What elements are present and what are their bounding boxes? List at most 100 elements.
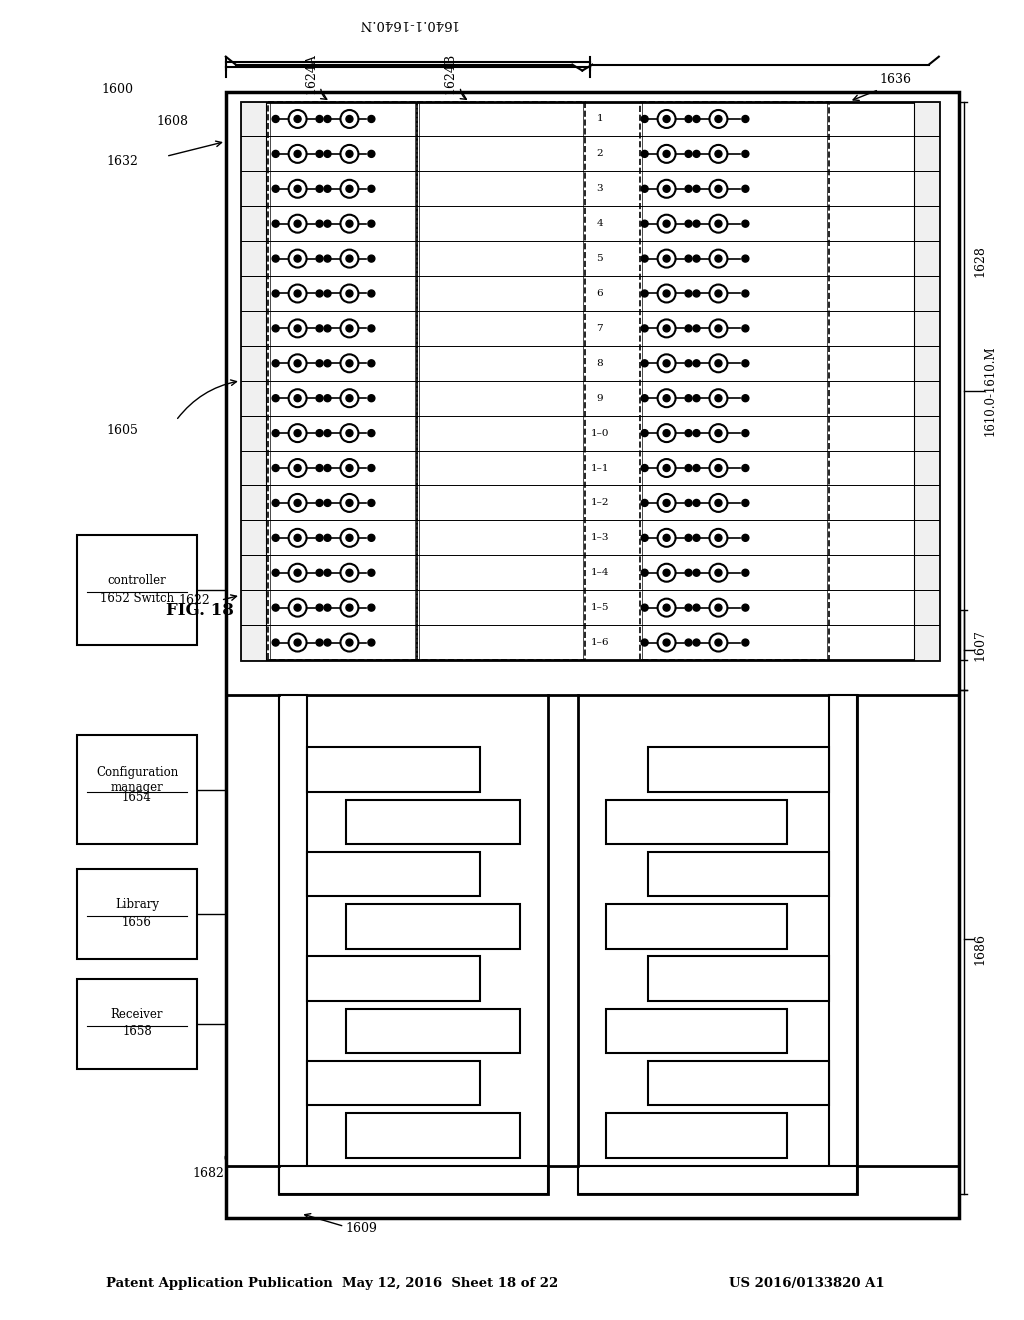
Circle shape — [685, 115, 692, 123]
Bar — [913, 312, 939, 346]
Circle shape — [664, 360, 670, 367]
Text: Configuration
manager: Configuration manager — [96, 766, 178, 793]
Text: 1–3: 1–3 — [591, 533, 609, 543]
Circle shape — [272, 499, 280, 507]
Text: 1624A: 1624A — [304, 53, 317, 94]
Circle shape — [368, 255, 375, 263]
Circle shape — [294, 360, 301, 367]
Circle shape — [741, 535, 749, 541]
Circle shape — [316, 535, 323, 541]
Circle shape — [657, 249, 676, 268]
Circle shape — [664, 429, 670, 437]
Circle shape — [316, 255, 323, 263]
Bar — [829, 694, 857, 1193]
Text: 1605: 1605 — [106, 424, 138, 437]
Bar — [913, 556, 939, 590]
Circle shape — [664, 605, 670, 611]
Circle shape — [368, 115, 375, 123]
Circle shape — [657, 389, 676, 407]
Circle shape — [346, 290, 353, 297]
Bar — [241, 172, 265, 206]
Bar — [241, 626, 265, 660]
Circle shape — [693, 220, 700, 227]
Circle shape — [641, 360, 648, 367]
Circle shape — [340, 424, 358, 442]
Circle shape — [657, 634, 676, 652]
Circle shape — [368, 220, 375, 227]
Circle shape — [272, 220, 280, 227]
Text: Library: Library — [115, 898, 159, 911]
Circle shape — [657, 319, 676, 338]
Text: FIG. 18: FIG. 18 — [166, 602, 233, 619]
Text: 1–0: 1–0 — [591, 429, 609, 438]
Bar — [241, 312, 265, 346]
Bar — [241, 346, 265, 380]
Circle shape — [289, 529, 306, 546]
Bar — [267, 102, 417, 660]
Circle shape — [741, 395, 749, 401]
Circle shape — [294, 185, 301, 193]
Circle shape — [715, 115, 722, 123]
Text: 1–1: 1–1 — [591, 463, 609, 473]
Circle shape — [693, 325, 700, 331]
Text: 1–5: 1–5 — [591, 603, 609, 612]
Circle shape — [664, 115, 670, 123]
Circle shape — [710, 319, 727, 338]
Bar — [606, 904, 786, 949]
Circle shape — [289, 354, 306, 372]
Text: Receiver: Receiver — [111, 1007, 163, 1020]
Circle shape — [346, 535, 353, 541]
Circle shape — [685, 639, 692, 645]
Bar — [77, 979, 197, 1069]
Bar — [346, 800, 520, 843]
Circle shape — [294, 220, 301, 227]
Circle shape — [685, 395, 692, 401]
Text: 1–2: 1–2 — [591, 499, 609, 507]
Circle shape — [641, 325, 648, 331]
Circle shape — [693, 360, 700, 367]
Circle shape — [289, 424, 306, 442]
Circle shape — [664, 569, 670, 577]
Circle shape — [368, 185, 375, 193]
Text: 1610.0-1610.M: 1610.0-1610.M — [984, 346, 996, 436]
Circle shape — [693, 465, 700, 471]
Circle shape — [710, 564, 727, 582]
Circle shape — [294, 429, 301, 437]
Text: 1: 1 — [596, 115, 603, 124]
Bar — [578, 1166, 857, 1193]
Circle shape — [664, 220, 670, 227]
Bar — [241, 102, 939, 660]
Bar — [913, 172, 939, 206]
Circle shape — [693, 395, 700, 401]
Circle shape — [316, 325, 323, 331]
Circle shape — [685, 255, 692, 263]
Circle shape — [294, 569, 301, 577]
Circle shape — [346, 185, 353, 193]
Circle shape — [741, 290, 749, 297]
Bar — [913, 276, 939, 312]
Circle shape — [346, 465, 353, 471]
Bar — [77, 735, 197, 845]
Text: 1622: 1622 — [179, 594, 211, 607]
Circle shape — [272, 255, 280, 263]
Circle shape — [657, 145, 676, 162]
Circle shape — [693, 429, 700, 437]
Bar — [913, 416, 939, 450]
Circle shape — [316, 115, 323, 123]
Circle shape — [294, 535, 301, 541]
Circle shape — [685, 429, 692, 437]
Circle shape — [324, 220, 331, 227]
Circle shape — [324, 605, 331, 611]
Circle shape — [316, 465, 323, 471]
Circle shape — [316, 290, 323, 297]
Circle shape — [657, 285, 676, 302]
Bar — [241, 136, 265, 172]
Bar — [913, 380, 939, 416]
Circle shape — [710, 389, 727, 407]
Circle shape — [741, 639, 749, 645]
Text: 9: 9 — [596, 393, 603, 403]
Circle shape — [641, 395, 648, 401]
Circle shape — [368, 569, 375, 577]
Circle shape — [368, 325, 375, 331]
Circle shape — [741, 255, 749, 263]
